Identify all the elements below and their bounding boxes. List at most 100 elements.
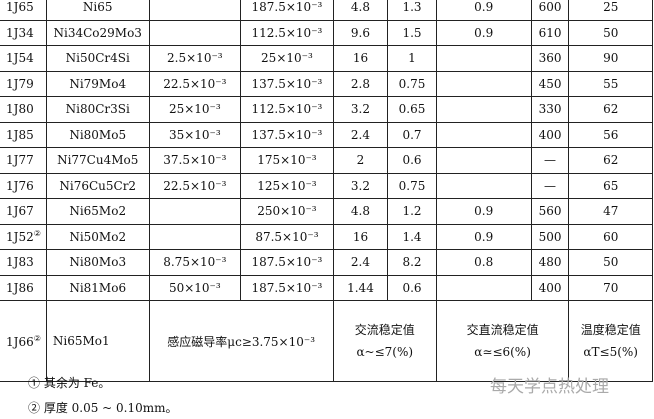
table-cell: 1J85 (0, 121, 47, 148)
permeability-cell: 感应磁导率μc≥3.75×10⁻³ (148, 300, 334, 382)
table-cell: 0.9 (435, 198, 532, 225)
table-cell: 187.5×10⁻³ (240, 274, 334, 301)
table-cell: 62 (568, 147, 653, 174)
table-cell: 112.5×10⁻³ (240, 96, 334, 123)
table-row: 1J80 Ni80Cr3Si 25×10⁻³ 112.5×10⁻³ 3.2 0.65 330… (0, 96, 653, 123)
table-cell (435, 96, 532, 123)
table-cell: 1J65 (0, 0, 47, 21)
table-cell: 400 (530, 121, 570, 148)
table-cell: 2.5×10⁻³ (148, 45, 242, 72)
table-cell: 50 (568, 19, 653, 46)
table-row: 1J54 Ni50Cr4Si 2.5×10⁻³ 25×10⁻³ 16 1 360 90 (0, 45, 653, 72)
table-cell (435, 45, 532, 72)
table-cell: 1 (387, 45, 437, 72)
table-row: 1J34 Ni34Co29Mo3 112.5×10⁻³ 9.6 1.5 0.9 610 50 (0, 19, 653, 46)
alloy-properties-table: 1J65 Ni65 187.5×10⁻³ 4.8 1.3 0.9 600 25 1J34 Ni34… (0, 0, 653, 382)
table-cell: Ni77Cu4Mo5 (45, 147, 150, 174)
table-row: 1J79 Ni79Mo4 22.5×10⁻³ 137.5×10⁻³ 2.8 0.75 450… (0, 70, 653, 97)
table-cell (435, 274, 532, 301)
table-cell: Ni50Cr4Si (45, 45, 150, 72)
table-cell: 1.3 (387, 0, 437, 21)
table-cell: 25×10⁻³ (240, 45, 334, 72)
table-cell: Ni65Mo2 (45, 198, 150, 225)
table-cell: 22.5×10⁻³ (148, 70, 242, 97)
table-cell: 3.2 (332, 96, 389, 123)
table-cell: Ni80Cr3Si (45, 96, 150, 123)
table-cell: 480 (530, 249, 570, 276)
table-cell: 0.75 (387, 70, 437, 97)
table-row-1J66: 1J66② Ni65Mo1 感应磁导率μc≥3.75×10⁻³ 交流稳定值 α~≤… (0, 300, 653, 382)
table-cell: Ni65 (45, 0, 150, 21)
table-cell: 2 (332, 147, 389, 174)
table-cell: 62 (568, 96, 653, 123)
table-cell: 16 (332, 223, 389, 250)
table-cell: 4.8 (332, 0, 389, 21)
table-cell: 25 (568, 0, 653, 21)
table-cell: 2.8 (332, 70, 389, 97)
table-cell: 50×10⁻³ (148, 274, 242, 301)
table-cell: Ni76Cu5Cr2 (45, 172, 150, 199)
watermark: 每天学点热处理 (490, 377, 609, 397)
table-cell: — (530, 147, 570, 174)
table-cell (435, 121, 532, 148)
table-cell: 50 (568, 249, 653, 276)
table-cell: 137.5×10⁻³ (240, 121, 334, 148)
table-cell: 360 (530, 45, 570, 72)
table-cell: Ni79Mo4 (45, 70, 150, 97)
table-cell: 330 (530, 96, 570, 123)
table-cell: 560 (530, 198, 570, 225)
table-cell: 175×10⁻³ (240, 147, 334, 174)
table-row: 1J83 Ni80Mo3 8.75×10⁻³ 187.5×10⁻³ 2.4 8.2 0.8 4… (0, 249, 653, 276)
table-cell: 16 (332, 45, 389, 72)
table-cell: 2.4 (332, 121, 389, 148)
table-cell: Ni50Mo2 (45, 223, 150, 250)
table-row: 1J85 Ni80Mo5 35×10⁻³ 137.5×10⁻³ 2.4 0.7 400 56 (0, 121, 653, 148)
table-cell (148, 198, 242, 225)
table-cell: 1J80 (0, 96, 47, 123)
table-cell: 9.6 (332, 19, 389, 46)
table-cell: 65 (568, 172, 653, 199)
table-cell: 1.44 (332, 274, 389, 301)
table-cell: 1J86 (0, 274, 47, 301)
table-cell: 1J54 (0, 45, 47, 72)
table-cell: 0.7 (387, 121, 437, 148)
table-cell: 1J77 (0, 147, 47, 174)
grade-cell: 1J66② (0, 300, 47, 382)
table-cell: 70 (568, 274, 653, 301)
table-cell: 0.75 (387, 172, 437, 199)
table-cell: Ni81Mo6 (45, 274, 150, 301)
alloy-cell: Ni65Mo1 (45, 300, 150, 382)
table-cell: Ni80Mo3 (45, 249, 150, 276)
table-cell: 37.5×10⁻³ (148, 147, 242, 174)
table-cell: 600 (530, 0, 570, 21)
table-cell: 187.5×10⁻³ (240, 0, 334, 21)
table-cell: 90 (568, 45, 653, 72)
footnote-2: ② 厚度 0.05 ~ 0.10mm。 (28, 401, 178, 415)
table-cell: 250×10⁻³ (240, 198, 334, 225)
table-cell: 0.9 (435, 0, 532, 21)
table-cell: 35×10⁻³ (148, 121, 242, 148)
table-cell: 1.2 (387, 198, 437, 225)
table-cell: 1.5 (387, 19, 437, 46)
table-cell: 60 (568, 223, 653, 250)
table-cell: 0.9 (435, 19, 532, 46)
table-row: 1J86 Ni81Mo6 50×10⁻³ 187.5×10⁻³ 1.44 0.6 400 70 (0, 274, 653, 301)
table-cell: 1J34 (0, 19, 47, 46)
table-cell: 55 (568, 70, 653, 97)
table-cell: 1J83 (0, 249, 47, 276)
table-cell: 125×10⁻³ (240, 172, 334, 199)
acdc-stability-cell: 交直流稳定值 α≃≤6(%) (435, 300, 570, 382)
table-cell: 0.9 (435, 223, 532, 250)
table-cell (435, 172, 532, 199)
table-cell: 112.5×10⁻³ (240, 19, 334, 46)
table-row: 1J52② Ni50Mo2 87.5×10⁻³ 16 1.4 0.9 500 60 (0, 223, 653, 250)
table-cell: 22.5×10⁻³ (148, 172, 242, 199)
table-cell (148, 0, 242, 21)
footnote-1: ① 其余为 Fe。 (28, 376, 111, 390)
table-cell: 0.6 (387, 274, 437, 301)
table-cell (435, 147, 532, 174)
table-cell: Ni34Co29Mo3 (45, 19, 150, 46)
table-cell: — (530, 172, 570, 199)
table-cell (148, 19, 242, 46)
table-cell: 1J67 (0, 198, 47, 225)
